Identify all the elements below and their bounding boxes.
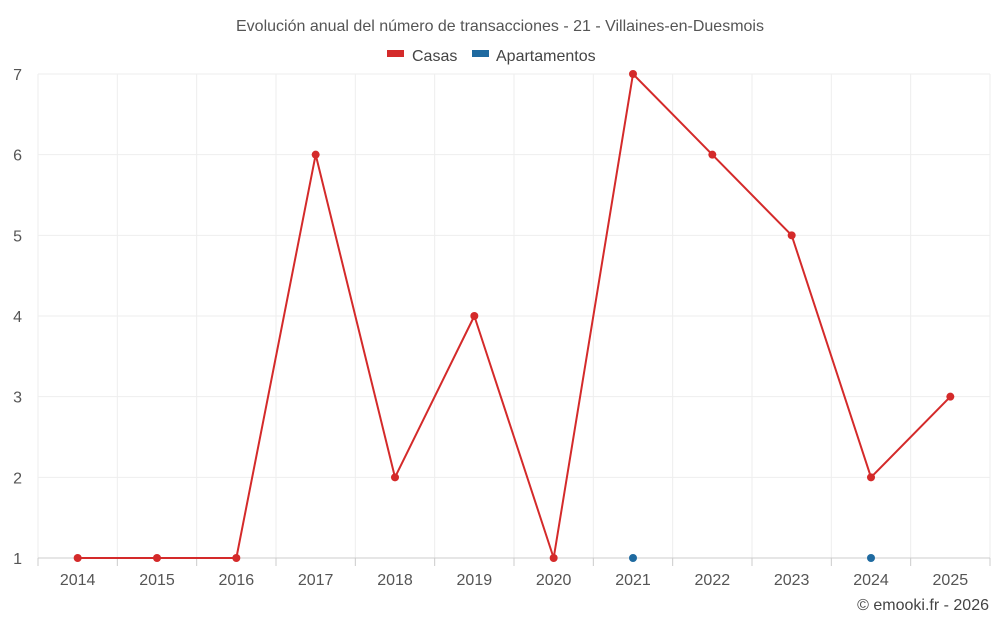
data-point-apartamentos-2021[interactable] bbox=[629, 554, 637, 562]
x-tick-label: 2019 bbox=[457, 572, 493, 589]
x-tick-label: 2023 bbox=[774, 572, 810, 589]
x-tick-label: 2016 bbox=[219, 572, 255, 589]
series bbox=[73, 70, 955, 562]
data-point-casas-2024[interactable] bbox=[867, 473, 875, 482]
y-tick-label: 6 bbox=[13, 148, 22, 165]
x-tick-label: 2025 bbox=[933, 572, 969, 589]
data-point-casas-2016[interactable] bbox=[232, 554, 241, 562]
data-point-casas-2019[interactable] bbox=[470, 312, 479, 320]
x-tick-label: 2021 bbox=[615, 572, 651, 589]
data-point-casas-2020[interactable] bbox=[549, 554, 558, 562]
axes: 1 2 3 4 5 6 7 2014 2015 2016 2017 2018 2019 2020 2021 2… bbox=[13, 67, 991, 589]
x-tick-label: 2017 bbox=[298, 572, 334, 589]
legend-label-casas[interactable]: Casas bbox=[412, 48, 457, 65]
x-tick-label: 2015 bbox=[139, 572, 175, 589]
data-point-casas-2015[interactable] bbox=[153, 554, 161, 562]
grid bbox=[37, 73, 991, 559]
legend-swatch-apartamentos[interactable] bbox=[472, 50, 489, 57]
data-point-casas-2021[interactable] bbox=[629, 70, 637, 78]
y-tick-label: 2 bbox=[13, 470, 22, 487]
y-tick-label: 3 bbox=[13, 390, 22, 407]
chart-title: Evolución anual del número de transaccio… bbox=[236, 18, 764, 35]
legend[interactable]: Casas Apartamentos bbox=[387, 48, 596, 65]
x-tick-label: 2020 bbox=[536, 572, 572, 589]
data-point-casas-2025[interactable] bbox=[946, 392, 955, 401]
data-point-casas-2014[interactable] bbox=[73, 554, 82, 562]
data-point-casas-2022[interactable] bbox=[708, 150, 717, 159]
data-point-casas-2018[interactable] bbox=[391, 473, 399, 482]
chart-credit: © emooki.fr - 2026 bbox=[857, 597, 989, 614]
y-tick-label: 4 bbox=[13, 309, 22, 326]
y-tick-label: 5 bbox=[13, 228, 22, 245]
y-tick-label: 1 bbox=[13, 551, 22, 568]
data-point-apartamentos-2024[interactable] bbox=[867, 554, 875, 562]
x-tick-label: 2024 bbox=[853, 572, 889, 589]
x-tick-label: 2022 bbox=[695, 572, 731, 589]
data-point-casas-2023[interactable] bbox=[787, 231, 796, 240]
series-line-casas bbox=[77, 73, 952, 559]
legend-label-apartamentos[interactable]: Apartamentos bbox=[496, 48, 596, 65]
x-tick-label: 2014 bbox=[60, 572, 96, 589]
legend-swatch-casas[interactable] bbox=[387, 50, 404, 57]
data-point-casas-2017[interactable] bbox=[311, 150, 320, 159]
y-tick-label: 7 bbox=[13, 67, 22, 84]
x-tick-label: 2018 bbox=[377, 572, 413, 589]
